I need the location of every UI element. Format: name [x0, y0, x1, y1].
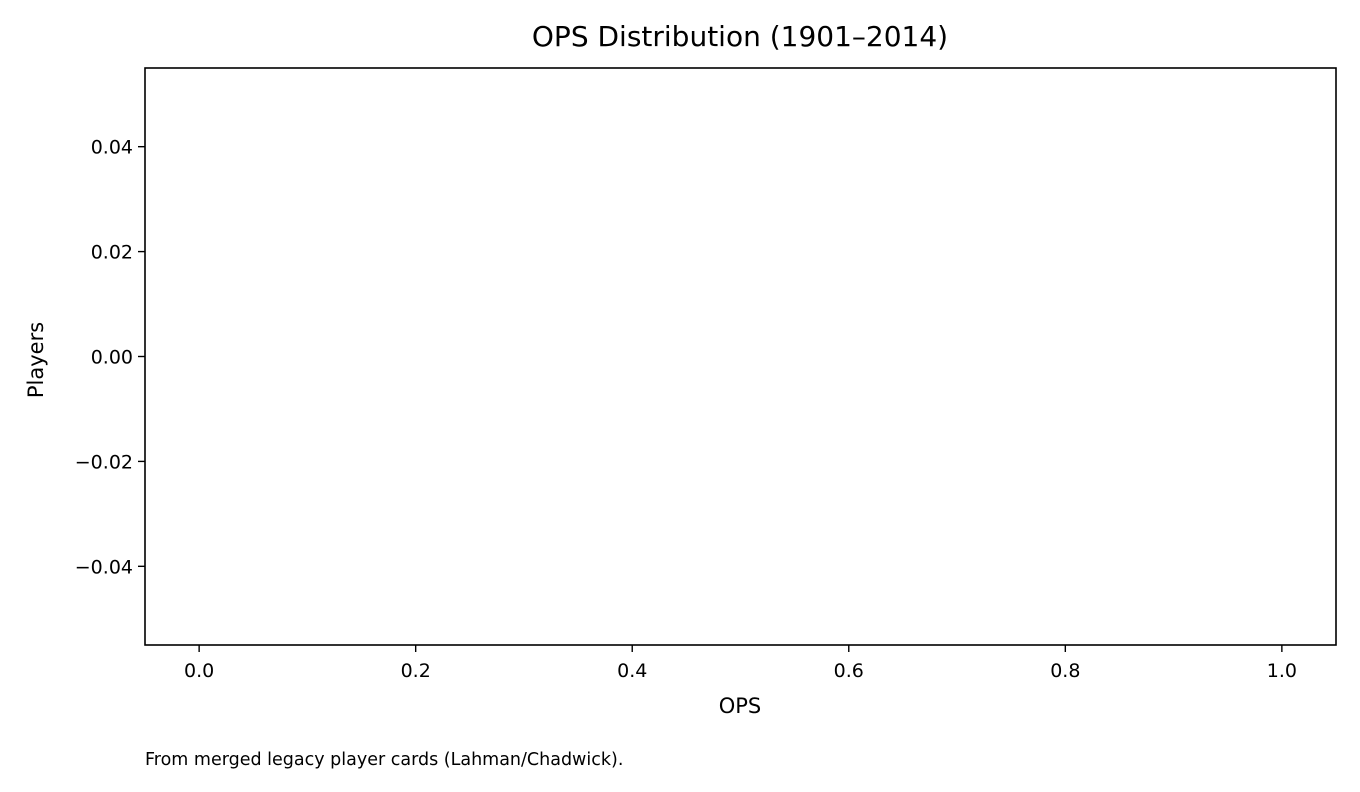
y-tick-label: 0.02 [91, 242, 133, 264]
y-tick-label: 0.00 [91, 347, 133, 369]
x-axis-ticks: 0.0 0.2 0.4 0.6 0.8 1.0 [184, 645, 1297, 682]
chart-title: OPS Distribution (1901–2014) [532, 20, 948, 53]
x-tick-label: 0.8 [1050, 660, 1080, 682]
chart-caption: From merged legacy player cards (Lahman/… [145, 750, 623, 770]
x-tick-label: 0.6 [834, 660, 864, 682]
x-tick-label: 0.0 [184, 660, 214, 682]
y-axis-ticks: 0.04 0.02 0.00 −0.02 −0.04 [75, 137, 145, 578]
x-tick-label: 1.0 [1267, 660, 1297, 682]
y-tick-label: 0.04 [91, 137, 133, 159]
x-tick-label: 0.2 [401, 660, 431, 682]
y-tick-label: −0.04 [75, 556, 133, 578]
y-tick-label: −0.02 [75, 451, 133, 473]
plot-area-frame [144, 67, 1337, 646]
x-tick-label: 0.4 [617, 660, 647, 682]
x-axis-label: OPS [719, 694, 762, 718]
y-axis-label: Players [24, 322, 48, 398]
